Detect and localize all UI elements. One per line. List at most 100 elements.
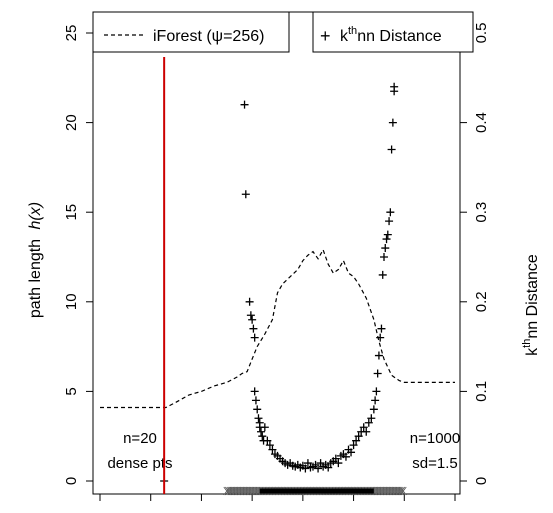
knn-point [341,452,350,461]
rug-mark [250,486,258,496]
legend-knn: + kthnn Distance [312,11,474,53]
svg-text:kthnn Distance: kthnn Distance [521,254,541,356]
knn-point [372,387,381,396]
plot-frame [92,11,461,495]
knn-point [376,333,385,342]
annotation-left-desc: dense pts [107,455,172,472]
rug-mark [243,486,250,496]
series-knn [160,82,399,485]
knn-point [251,396,260,405]
annotation-left-n: n=20 [123,430,157,447]
knn-point [263,436,272,445]
knn-point [245,297,254,306]
rug-mark [396,486,404,496]
knn-point [352,436,361,445]
knn-point [387,145,396,154]
rug-mark [228,486,235,496]
rug-mark [389,486,396,496]
rug-mark [249,486,256,496]
rug-mark [371,486,378,496]
knn-point [257,427,266,436]
series-iforest [100,248,455,409]
knn-point [390,82,399,91]
rug-mark [235,486,243,496]
rug-mark [255,486,263,496]
rug-mark [380,486,387,496]
rug-mark [398,486,406,496]
rug-mark [253,486,261,496]
knn-point [241,190,250,199]
knn-point [374,351,383,360]
knn-point [265,441,274,450]
rug-mark [226,486,234,496]
knn-point [371,396,380,405]
rug-mark [392,486,399,496]
left-tick-label: 20 [63,114,80,131]
left-axis: 0 5 10 15 20 25 [63,25,94,485]
rug-mark [229,486,237,496]
knn-point [301,464,310,473]
knn-point [380,253,388,261]
left-tick-label: 0 [63,477,80,485]
knn-point [334,459,343,468]
right-axis: 0 0.1 0.2 0.3 0.4 0.5 [460,23,490,485]
rug-mark [390,486,398,496]
rug-mark [246,486,253,496]
rug-mark [247,486,255,496]
rug-mark [238,486,246,496]
knn-point [378,270,387,279]
knn-point [349,441,358,450]
right-tick-label: 0.5 [473,23,490,44]
knn-point [347,448,356,457]
rug-mark [375,486,383,496]
rug-mark [381,486,389,496]
bottom-axis [99,494,456,501]
knn-point [240,100,249,109]
legend-plus-icon: + [320,26,331,46]
rug-mark [383,486,390,496]
knn-point [248,315,257,324]
knn-point [364,418,373,427]
knn-point [253,405,262,414]
left-tick-label: 10 [63,293,80,310]
right-tick-label: 0 [473,477,490,485]
rug-mark [252,486,260,496]
knn-point [260,423,269,432]
knn-point [388,118,397,127]
rug-mark [372,486,380,496]
svg-text:path length h(x): path length h(x) [27,202,44,318]
knn-point [303,459,312,468]
knn-point [362,427,371,436]
rug-mark [377,486,384,496]
legend-iforest: iForest (ψ=256) [92,11,290,53]
right-tick-label: 0.2 [473,291,490,312]
knn-point [354,432,363,441]
knn-point [324,463,333,472]
knn-point [367,414,376,423]
knn-point [382,235,391,244]
rug-marks [223,486,407,496]
rug-mark [244,486,252,496]
legend-iforest-label: iForest (ψ=256) [153,28,264,45]
knn-point [250,333,259,342]
rug-mark [224,486,232,496]
knn-point [369,405,378,414]
left-axis-title: path length h(x) [27,202,44,318]
rug-mark [232,486,240,496]
rug-mark [393,486,401,496]
knn-point [386,208,395,217]
knn-point [314,464,323,473]
knn-point [377,324,386,333]
right-tick-label: 0.4 [473,112,490,133]
knn-point [331,454,340,463]
rug-mark [386,486,393,496]
knn-point [246,311,255,320]
knn-point [373,369,382,378]
knn-point [359,423,368,432]
knn-point [381,244,390,253]
knn-point [249,324,258,333]
knn-point [385,217,394,226]
left-tick-label: 5 [63,387,80,395]
rug-mark [241,486,249,496]
rug-mark [378,486,386,496]
